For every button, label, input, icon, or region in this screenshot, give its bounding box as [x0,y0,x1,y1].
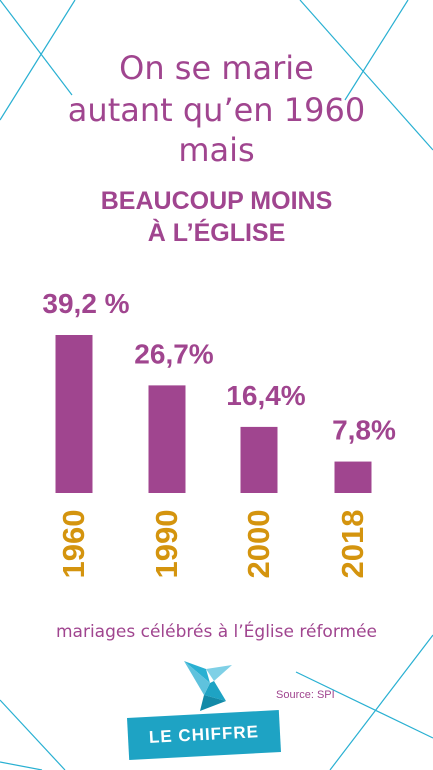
category-label-2000: 2000 [241,510,276,579]
le-chiffre-badge: LE CHIFFRE [127,710,281,760]
title-line-3: mais [178,131,255,169]
title-line-1: On se marie [119,49,314,87]
subtitle-line-1: BEAUCOUP MOINS [100,187,333,215]
subtitle-line-2: À L’ÉGLISE [147,219,286,247]
bar-2000 [240,426,278,493]
bird-logo-icon [184,661,232,711]
category-label-1960: 1960 [56,510,91,579]
bar-2018 [334,461,372,493]
bar-1960 [55,335,93,493]
title-line-2: autant qu’en 1960 [67,91,366,129]
category-label-1990: 1990 [149,510,184,579]
value-label-2018: 7,8% [332,415,396,446]
bar-1990 [148,385,186,493]
category-label-2018: 2018 [335,510,370,579]
chart-caption: mariages célébrés à l’Église réformée [55,622,377,642]
value-label-1960: 39,2 % [42,288,129,319]
source-text: Source: SPI [276,689,335,701]
value-label-1990: 26,7% [134,338,213,369]
value-label-2000: 16,4% [226,380,305,411]
